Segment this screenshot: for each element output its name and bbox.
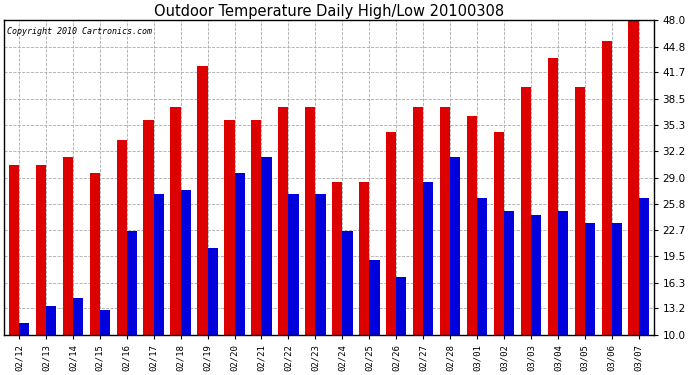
Bar: [90, 174, 100, 335]
Bar: [440, 107, 450, 335]
Bar: [197, 66, 208, 335]
Bar: [144, 120, 154, 335]
Bar: [575, 87, 585, 335]
Bar: [224, 120, 235, 335]
Bar: [629, 20, 639, 335]
Bar: [100, 310, 110, 335]
Text: Copyright 2010 Cartronics.com: Copyright 2010 Cartronics.com: [8, 27, 152, 36]
Bar: [494, 132, 504, 335]
Bar: [288, 194, 299, 335]
Bar: [585, 223, 595, 335]
Bar: [315, 194, 326, 335]
Bar: [639, 198, 649, 335]
Bar: [548, 58, 558, 335]
Bar: [386, 132, 396, 335]
Bar: [602, 41, 612, 335]
Bar: [127, 231, 137, 335]
Bar: [504, 211, 514, 335]
Bar: [235, 174, 245, 335]
Bar: [154, 194, 164, 335]
Bar: [9, 165, 19, 335]
Bar: [531, 215, 541, 335]
Bar: [170, 107, 181, 335]
Bar: [251, 120, 262, 335]
Bar: [413, 107, 423, 335]
Bar: [612, 223, 622, 335]
Bar: [305, 107, 315, 335]
Bar: [73, 298, 83, 335]
Bar: [521, 87, 531, 335]
Bar: [396, 277, 406, 335]
Bar: [477, 198, 487, 335]
Bar: [117, 140, 127, 335]
Bar: [46, 306, 56, 335]
Bar: [467, 116, 477, 335]
Bar: [332, 182, 342, 335]
Bar: [262, 157, 272, 335]
Bar: [450, 157, 460, 335]
Bar: [36, 165, 46, 335]
Bar: [181, 190, 191, 335]
Bar: [342, 231, 353, 335]
Bar: [278, 107, 288, 335]
Title: Outdoor Temperature Daily High/Low 20100308: Outdoor Temperature Daily High/Low 20100…: [154, 4, 504, 19]
Bar: [359, 182, 369, 335]
Bar: [63, 157, 73, 335]
Bar: [369, 260, 380, 335]
Bar: [423, 182, 433, 335]
Bar: [208, 248, 218, 335]
Bar: [558, 211, 568, 335]
Bar: [19, 322, 29, 335]
